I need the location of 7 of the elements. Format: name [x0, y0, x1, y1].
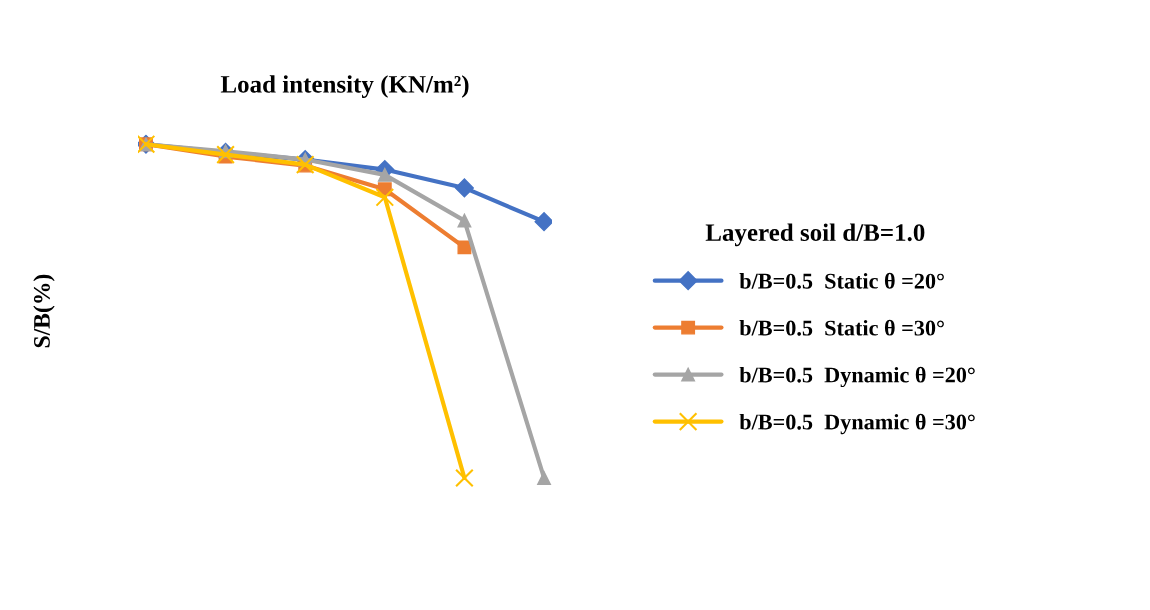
- legend-title: Layered soil d/B=1.0: [705, 223, 925, 247]
- legend-label: b/B=0.5 Static θ =20°: [739, 272, 944, 289]
- y-axis-title: S/B(%): [33, 274, 55, 348]
- legend-label: b/B=0.5 Dynamic θ =20°: [739, 366, 975, 388]
- legend-label: b/B=0.5 Dynamic θ =30°: [739, 413, 975, 435]
- legend-label: b/B=0.5 Static θ =30°: [739, 319, 944, 336]
- chart-title: Load intensity (KN/m²): [220, 75, 469, 98]
